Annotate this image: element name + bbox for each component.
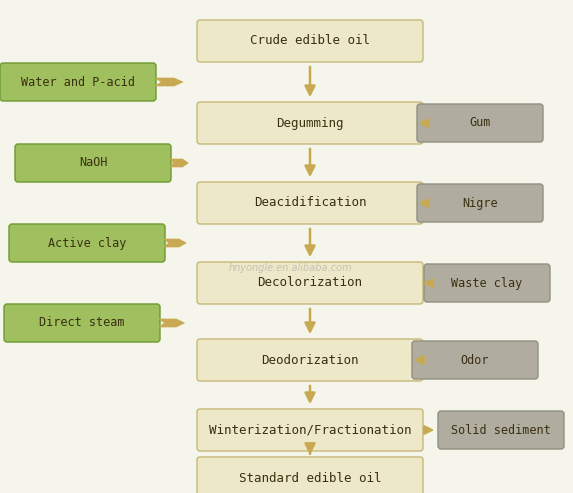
Text: Water and P-acid: Water and P-acid — [21, 75, 135, 89]
FancyBboxPatch shape — [197, 339, 423, 381]
FancyBboxPatch shape — [4, 304, 160, 342]
FancyBboxPatch shape — [15, 144, 171, 182]
FancyBboxPatch shape — [438, 411, 564, 449]
Text: Nigre: Nigre — [462, 197, 498, 210]
Polygon shape — [172, 239, 186, 247]
FancyBboxPatch shape — [197, 182, 423, 224]
Text: Waste clay: Waste clay — [452, 277, 523, 289]
Text: Direct steam: Direct steam — [39, 317, 125, 329]
FancyBboxPatch shape — [197, 457, 423, 493]
Text: Degumming: Degumming — [276, 116, 344, 130]
Text: Crude edible oil: Crude edible oil — [250, 35, 370, 47]
FancyBboxPatch shape — [417, 184, 543, 222]
Polygon shape — [170, 159, 182, 167]
Text: Active clay: Active clay — [48, 237, 126, 249]
Text: Solid sediment: Solid sediment — [451, 423, 551, 436]
FancyBboxPatch shape — [197, 20, 423, 62]
Polygon shape — [164, 239, 178, 247]
FancyBboxPatch shape — [412, 341, 538, 379]
FancyBboxPatch shape — [424, 264, 550, 302]
Text: Gum: Gum — [469, 116, 490, 130]
FancyBboxPatch shape — [0, 63, 156, 101]
FancyBboxPatch shape — [417, 104, 543, 142]
Text: Winterization/Fractionation: Winterization/Fractionation — [209, 423, 411, 436]
FancyBboxPatch shape — [9, 224, 165, 262]
FancyBboxPatch shape — [197, 409, 423, 451]
Polygon shape — [168, 319, 185, 327]
Text: hnyongle.en.alibaba.com: hnyongle.en.alibaba.com — [228, 263, 352, 273]
Text: Decolorization: Decolorization — [257, 277, 363, 289]
Text: Deacidification: Deacidification — [254, 197, 366, 210]
Polygon shape — [165, 78, 183, 86]
Polygon shape — [159, 319, 175, 327]
Text: NaOH: NaOH — [79, 156, 107, 170]
FancyBboxPatch shape — [197, 262, 423, 304]
Polygon shape — [155, 78, 173, 86]
Text: Standard edible oil: Standard edible oil — [239, 471, 381, 485]
FancyBboxPatch shape — [197, 102, 423, 144]
Text: Odor: Odor — [461, 353, 489, 366]
Text: Deodorization: Deodorization — [261, 353, 359, 366]
Polygon shape — [176, 159, 188, 167]
